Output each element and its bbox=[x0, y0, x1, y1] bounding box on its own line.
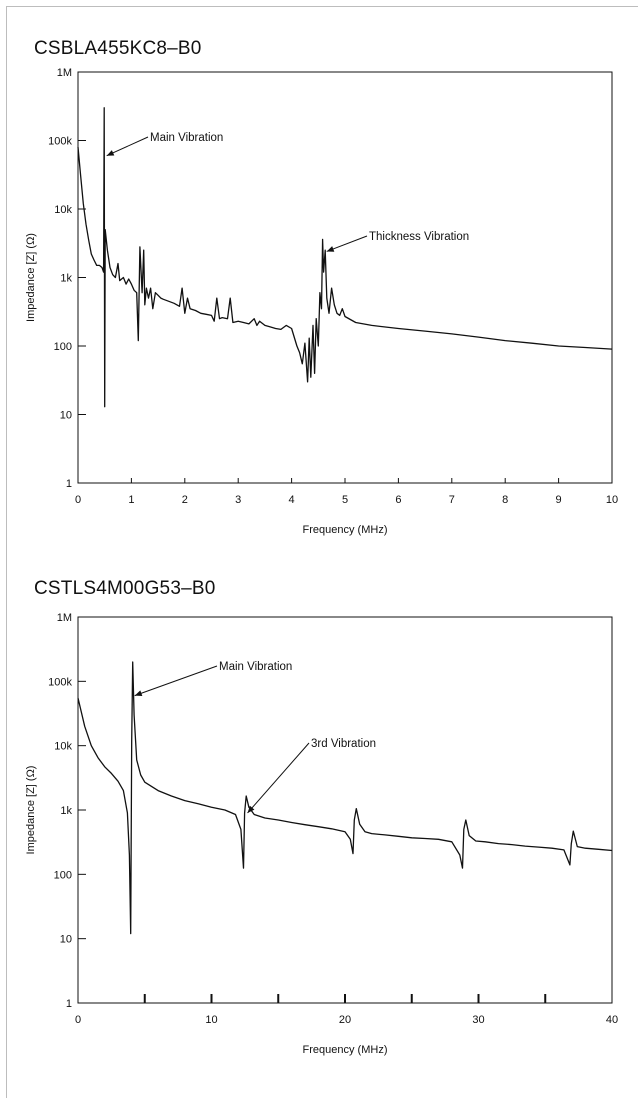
y-tick-label: 10 bbox=[60, 934, 72, 946]
x-tick-label: 20 bbox=[339, 1014, 351, 1026]
x-tick-label: 2 bbox=[182, 494, 188, 506]
x-tick-label: 10 bbox=[205, 1014, 217, 1026]
annotation-arrowhead bbox=[247, 805, 255, 813]
annotation-label: Main Vibration bbox=[219, 661, 292, 673]
y-tick-label: 1k bbox=[60, 805, 72, 817]
y-tick-label: 10 bbox=[60, 410, 72, 422]
y-tick-label: 100k bbox=[48, 676, 72, 688]
x-tick-label: 6 bbox=[395, 494, 401, 506]
x-tick-label: 5 bbox=[342, 494, 348, 506]
chart-2-title: CSTLS4M00G53–B0 bbox=[34, 578, 216, 599]
y-tick-label: 10k bbox=[54, 204, 72, 216]
y-axis-label: Impedance [Z] (Ω) bbox=[25, 233, 37, 322]
x-tick-label: 4 bbox=[289, 494, 295, 506]
x-tick-label: 30 bbox=[472, 1014, 484, 1026]
impedance-series-line bbox=[77, 107, 613, 408]
y-tick-label: 100 bbox=[54, 869, 72, 881]
plot-frame bbox=[77, 616, 613, 1004]
x-tick-label: 7 bbox=[449, 494, 455, 506]
annotation-label: Main Vibration bbox=[150, 132, 223, 144]
annotation-arrowhead bbox=[326, 246, 335, 252]
y-axis-label: Impedance [Z] (Ω) bbox=[25, 766, 37, 855]
y-tick-label: 1k bbox=[60, 273, 72, 285]
x-tick-label: 0 bbox=[75, 1014, 81, 1026]
annotation-label: 3rd Vibration bbox=[311, 738, 376, 750]
x-tick-label: 0 bbox=[75, 494, 81, 506]
annotation-arrow-line bbox=[326, 235, 368, 252]
chart-1-title: CSBLA455KC8–B0 bbox=[34, 38, 202, 59]
x-tick-label: 8 bbox=[502, 494, 508, 506]
x-tick-label: 1 bbox=[128, 494, 134, 506]
y-tick-label: 100 bbox=[54, 341, 72, 353]
annotation-arrow-line bbox=[134, 665, 218, 697]
y-tick-label: 100k bbox=[48, 136, 72, 148]
annotation-arrow-line bbox=[106, 136, 149, 157]
annotation-arrowhead bbox=[134, 690, 143, 697]
y-tick-label: 10k bbox=[54, 741, 72, 753]
y-tick-label: 1M bbox=[57, 612, 72, 624]
impedance-series-line bbox=[77, 661, 613, 935]
x-axis-label: Frequency (MHz) bbox=[303, 524, 388, 536]
x-tick-label: 10 bbox=[606, 494, 618, 506]
annotation-arrowhead bbox=[106, 150, 115, 156]
x-axis-label: Frequency (MHz) bbox=[303, 1044, 388, 1056]
annotation-arrow-line bbox=[247, 742, 310, 814]
page-frame bbox=[6, 6, 638, 1098]
y-tick-label: 1 bbox=[66, 998, 72, 1010]
x-tick-label: 9 bbox=[556, 494, 562, 506]
annotation-label: Thickness Vibration bbox=[369, 231, 469, 243]
x-tick-label: 3 bbox=[235, 494, 241, 506]
y-tick-label: 1M bbox=[57, 67, 72, 79]
y-tick-label: 1 bbox=[66, 478, 72, 490]
x-tick-label: 40 bbox=[606, 1014, 618, 1026]
